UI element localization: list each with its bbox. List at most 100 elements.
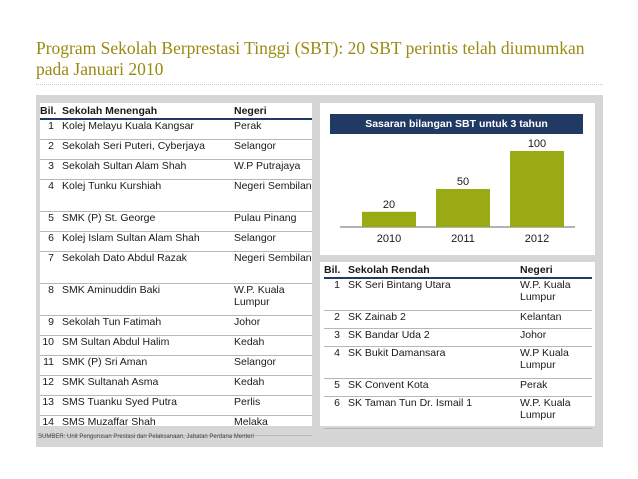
bar (436, 189, 490, 227)
row-number: 3 (40, 159, 62, 180)
secondary-schools-table: Bil. Sekolah Menengah Negeri 1 Kolej Mela… (40, 103, 312, 436)
school-name: Kolej Tunku Kurshiah (62, 179, 234, 212)
state-name: Negeri Sembilan (234, 179, 312, 212)
table-row: 2 SK Zainab 2 Kelantan (324, 310, 592, 329)
row-number: 7 (40, 251, 62, 284)
school-name: SK Taman Tun Dr. Ismail 1 (348, 396, 520, 429)
table-row: 12 SMK Sultanah Asma Kedah (40, 375, 312, 396)
table-row: 3 SK Bandar Uda 2 Johor (324, 328, 592, 347)
header-state: Negeri (520, 264, 592, 279)
state-name: Johor (234, 315, 312, 336)
school-name: SK Bukit Damansara (348, 346, 520, 379)
row-number: 5 (40, 211, 62, 232)
state-name: Perak (520, 378, 592, 397)
category-label: 2012 (525, 233, 549, 245)
header-school: Sekolah Menengah (62, 105, 234, 120)
table-row: 1 SK Seri Bintang Utara W.P. Kuala Lumpur (324, 278, 592, 311)
data-label: 20 (383, 199, 395, 211)
school-name: SMK (P) St. George (62, 211, 234, 232)
row-number: 4 (324, 346, 348, 379)
school-name: Sekolah Sultan Alam Shah (62, 159, 234, 180)
state-name: W.P. Kuala Lumpur (234, 283, 312, 316)
school-name: SMK Sultanah Asma (62, 375, 234, 396)
table-row: 1 Kolej Melayu Kuala Kangsar Perak (40, 119, 312, 140)
row-number: 1 (40, 119, 62, 140)
table-row: 3 Sekolah Sultan Alam Shah W.P Putrajaya (40, 159, 312, 180)
row-number: 13 (40, 395, 62, 416)
state-name: Melaka (234, 415, 312, 436)
source-note: SUMBER: Unit Pengurusan Prestasi dan Pel… (38, 434, 254, 440)
school-name: Sekolah Seri Puteri, Cyberjaya (62, 139, 234, 160)
table-row: 13 SMS Tuanku Syed Putra Perlis (40, 395, 312, 416)
table-row: 5 SMK (P) St. George Pulau Pinang (40, 211, 312, 232)
table-row: 10 SM Sultan Abdul Halim Kedah (40, 335, 312, 356)
row-number: 10 (40, 335, 62, 356)
row-number: 11 (40, 355, 62, 376)
table-row: 6 SK Taman Tun Dr. Ismail 1 W.P. Kuala Lum… (324, 396, 592, 429)
school-name: SMK Aminuddin Baki (62, 283, 234, 316)
bar (362, 211, 416, 227)
table-row: 14 SMS Muzaffar Shah Melaka (40, 415, 312, 436)
category-label: 2011 (451, 233, 475, 245)
state-name: Kedah (234, 335, 312, 356)
state-name: Johor (520, 328, 592, 347)
table-row: 9 Sekolah Tun Fatimah Johor (40, 315, 312, 336)
table-row: 4 Kolej Tunku Kurshiah Negeri Sembilan (40, 179, 312, 212)
row-number: 2 (40, 139, 62, 160)
state-name: Selangor (234, 139, 312, 160)
state-name: Negeri Sembilan (234, 251, 312, 284)
school-name: Sekolah Tun Fatimah (62, 315, 234, 336)
table-row: 8 SMK Aminuddin Baki W.P. Kuala Lumpur (40, 283, 312, 316)
school-name: SM Sultan Abdul Halim (62, 335, 234, 356)
header-school: Sekolah Rendah (348, 264, 520, 279)
state-name: Selangor (234, 355, 312, 376)
table-row: 6 Kolej Islam Sultan Alam Shah Selangor (40, 231, 312, 252)
school-name: SK Convent Kota (348, 378, 520, 397)
title-divider (36, 84, 603, 87)
target-bar-chart: 20 2010 50 2011 100 2012 (340, 138, 575, 245)
table-row: 11 SMK (P) Sri Aman Selangor (40, 355, 312, 376)
state-name: W.P. Kuala Lumpur (520, 396, 592, 429)
row-number: 12 (40, 375, 62, 396)
state-name: Perak (234, 119, 312, 140)
header-bil: Bil. (324, 264, 348, 279)
row-number: 1 (324, 278, 348, 311)
primary-schools-table: Bil. Sekolah Rendah Negeri 1 SK Seri Bint… (320, 262, 595, 429)
school-name: SK Bandar Uda 2 (348, 328, 520, 347)
state-name: Selangor (234, 231, 312, 252)
state-name: Kedah (234, 375, 312, 396)
table-row: 2 Sekolah Seri Puteri, Cyberjaya Selangor (40, 139, 312, 160)
school-name: Kolej Melayu Kuala Kangsar (62, 119, 234, 140)
category-label: 2010 (377, 233, 401, 245)
row-number: 6 (324, 396, 348, 429)
row-number: 3 (324, 328, 348, 347)
school-name: SK Zainab 2 (348, 310, 520, 329)
header-bil: Bil. (40, 105, 62, 120)
state-name: Kelantan (520, 310, 592, 329)
school-name: SMK (P) Sri Aman (62, 355, 234, 376)
table-row: 4 SK Bukit Damansara W.P Kuala Lumpur (324, 346, 592, 379)
page-title: Program Sekolah Berprestasi Tinggi (SBT)… (36, 38, 585, 79)
school-name: SMS Muzaffar Shah (62, 415, 234, 436)
table-row: 5 SK Convent Kota Perak (324, 378, 592, 397)
state-name: Pulau Pinang (234, 211, 312, 232)
state-name: W.P Putrajaya (234, 159, 312, 180)
state-name: W.P. Kuala Lumpur (520, 278, 592, 311)
bar (510, 151, 564, 227)
row-number: 14 (40, 415, 62, 436)
school-name: SK Seri Bintang Utara (348, 278, 520, 311)
school-name: Kolej Islam Sultan Alam Shah (62, 231, 234, 252)
school-name: SMS Tuanku Syed Putra (62, 395, 234, 416)
chart-title: Sasaran bilangan SBT untuk 3 tahun (330, 114, 583, 134)
table-row: 7 Sekolah Dato Abdul Razak Negeri Sembilan (40, 251, 312, 284)
data-label: 100 (528, 138, 546, 150)
row-number: 2 (324, 310, 348, 329)
state-name: Perlis (234, 395, 312, 416)
row-number: 9 (40, 315, 62, 336)
data-label: 50 (457, 176, 469, 188)
row-number: 8 (40, 283, 62, 316)
header-state: Negeri (234, 105, 312, 120)
school-name: Sekolah Dato Abdul Razak (62, 251, 234, 284)
row-number: 5 (324, 378, 348, 397)
row-number: 4 (40, 179, 62, 212)
